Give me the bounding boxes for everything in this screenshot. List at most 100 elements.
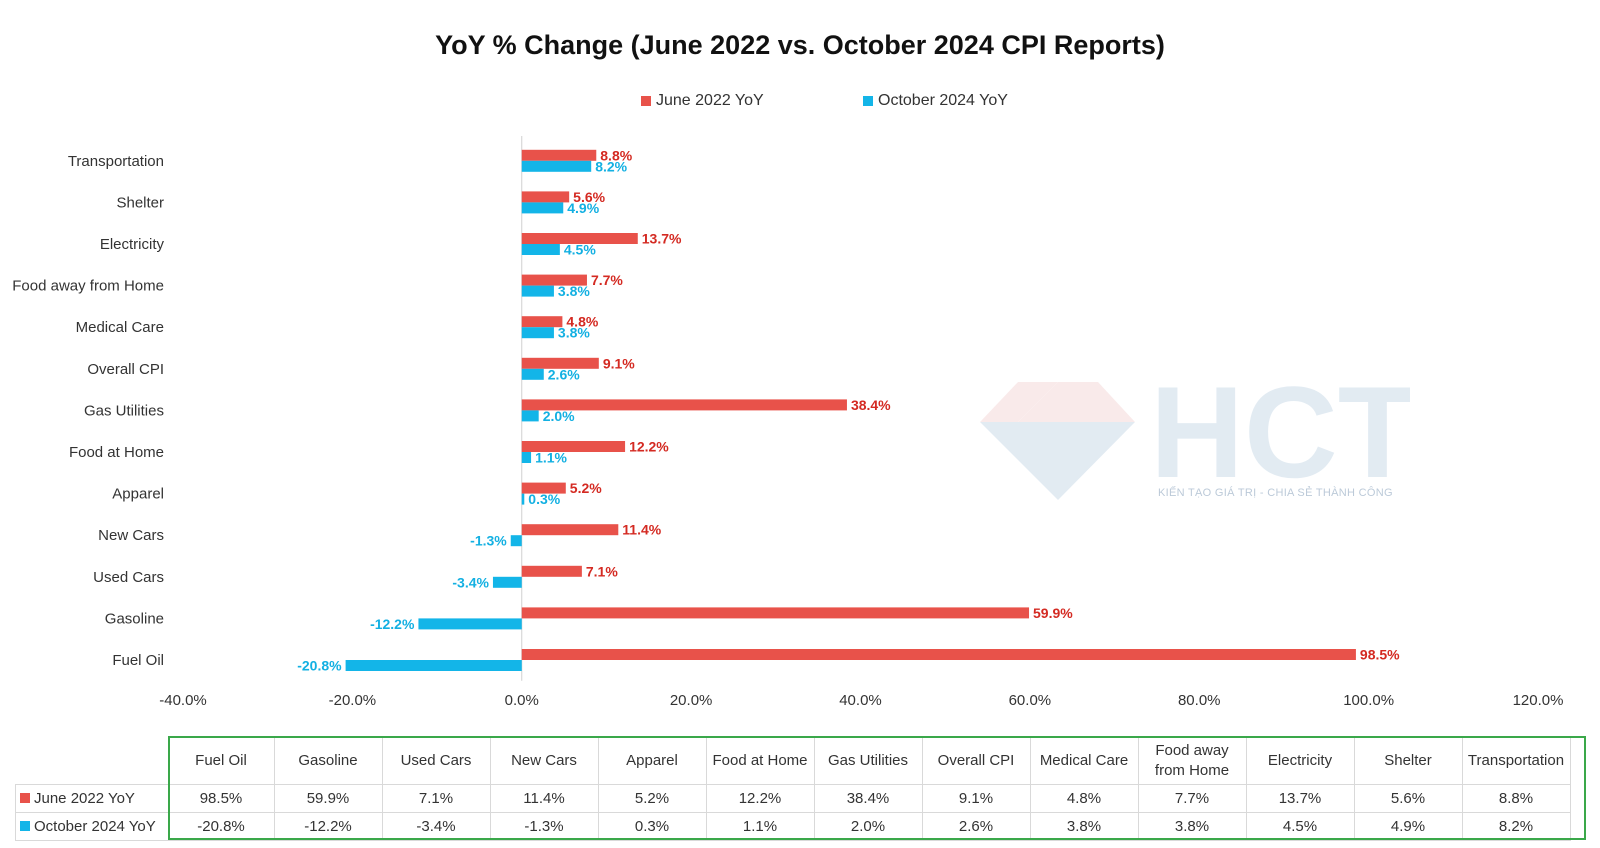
table-cell: 2.0% [813,812,923,841]
table-header-used-cars: Used Cars [381,736,491,785]
hct-watermark-logo: HCT [980,382,1410,505]
table-row-label: October 2024 YoY [15,812,169,841]
data-label-october-2024-food-at-home: 1.1% [535,450,567,466]
table-row-label-text: October 2024 YoY [34,818,156,835]
table-cell: 8.2% [1461,812,1571,841]
table-header-row: Fuel Oil Gasoline Used Cars New Cars Apparel… [15,736,1571,785]
bar-october-2024-new-cars [510,535,522,547]
table-header-electricity: Electricity [1245,736,1355,785]
data-label-october-2024-overall-cpi: 2.6% [548,366,580,382]
bar-june-2022-overall-cpi [521,357,599,369]
data-label-june-2022-food-away-from-home: 7.7% [591,272,623,288]
data-label-june-2022-overall-cpi: 9.1% [603,355,635,371]
bar-june-2022-transportation [521,149,597,161]
bar-october-2024-gasoline [418,618,522,630]
bar-june-2022-gas-utilities [521,399,847,411]
table-row-label-text: June 2022 YoY [34,790,135,807]
x-tick-label: 80.0% [1178,692,1221,709]
category-label-food-away-from-home: Food away from Home [12,278,164,295]
category-label-medical-care: Medical Care [76,319,164,336]
data-label-october-2024-transportation: 8.2% [595,158,627,174]
category-label-electricity: Electricity [100,236,165,253]
table-header-gas-utilities: Gas Utilities [813,736,923,785]
data-label-october-2024-food-away-from-home: 3.8% [558,283,590,299]
legend-swatch-june-2022 [641,96,651,106]
data-label-october-2024-medical-care: 3.8% [558,325,590,341]
table-row: June 2022 YoY 98.5% 59.9% 7.1% 11.4% 5.2% 12.2… [15,784,1571,813]
table-cell: 59.9% [273,784,383,813]
table-cell: 3.8% [1029,812,1139,841]
data-label-october-2024-used-cars: -3.4% [452,574,489,590]
bar-june-2022-gasoline [521,607,1030,619]
category-label-overall-cpi: Overall CPI [87,361,164,378]
data-label-october-2024-fuel-oil: -20.8% [297,658,342,674]
table-corner-cell [15,736,169,785]
table-cell: 5.2% [597,784,707,813]
table-row: October 2024 YoY -20.8% -12.2% -3.4% -1.3% 0.… [15,812,1571,841]
legend-label-june-2022: June 2022 YoY [656,92,764,109]
data-label-june-2022-gasoline: 59.9% [1033,605,1073,621]
data-label-june-2022-electricity: 13.7% [642,231,682,247]
category-label-new-cars: New Cars [98,527,164,544]
bar-october-2024-gas-utilities [521,410,539,422]
bar-october-2024-used-cars [492,576,522,588]
bar-june-2022-medical-care [521,316,563,328]
table-cell: 4.5% [1245,812,1355,841]
data-label-june-2022-new-cars: 11.4% [622,522,661,538]
bar-june-2022-shelter [521,191,570,203]
chart-title: YoY % Change (June 2022 vs. October 2024… [435,30,1165,60]
data-label-october-2024-new-cars: -1.3% [470,533,507,549]
category-label-gas-utilities: Gas Utilities [84,402,164,419]
x-tick-label: 20.0% [670,692,713,709]
legend-item-june-2022[interactable]: June 2022 YoY [641,92,764,110]
table-cell: 5.6% [1353,784,1463,813]
table-header-shelter: Shelter [1353,736,1463,785]
table-header-apparel: Apparel [597,736,707,785]
table-header-overall-cpi: Overall CPI [921,736,1031,785]
category-label-apparel: Apparel [112,486,164,503]
x-tick-label: 0.0% [505,692,539,709]
table-header-transportation: Transportation [1461,736,1571,785]
category-label-food-at-home: Food at Home [69,444,164,461]
table-cell: -12.2% [273,812,383,841]
bar-october-2024-medical-care [521,327,554,339]
legend: June 2022 YoY October 2024 YoY [0,92,1600,114]
x-tick-label: -20.0% [329,692,377,709]
table-header-fuel-oil: Fuel Oil [167,736,275,785]
data-label-october-2024-electricity: 4.5% [564,242,596,258]
table-cell: 8.8% [1461,784,1571,813]
data-label-june-2022-apparel: 5.2% [570,480,602,496]
x-tick-label: 60.0% [1009,692,1052,709]
table-cell: 1.1% [705,812,815,841]
bar-june-2022-food-at-home [521,441,626,452]
table-header-food-at-home: Food at Home [705,736,815,785]
table-row-swatch [20,793,30,803]
table-cell: -1.3% [489,812,599,841]
table-cell: 98.5% [167,784,275,813]
data-label-october-2024-gasoline: -12.2% [370,616,415,632]
table-cell: 7.7% [1137,784,1247,813]
category-label-fuel-oil: Fuel Oil [112,652,164,669]
table-cell: 13.7% [1245,784,1355,813]
watermark-brand-text: HCT [1150,382,1410,505]
watermark-tagline: KIẾN TẠO GIÁ TRỊ - CHIA SẺ THÀNH CÔNG [1158,487,1393,499]
bar-june-2022-used-cars [521,565,582,577]
table-row-label: June 2022 YoY [15,784,169,813]
bar-october-2024-food-at-home [521,452,532,463]
table-cell: 38.4% [813,784,923,813]
bar-october-2024-overall-cpi [521,368,544,380]
bar-october-2024-transportation [521,160,592,172]
legend-item-october-2024[interactable]: October 2024 YoY [863,92,1008,110]
data-label-june-2022-fuel-oil: 98.5% [1360,647,1400,663]
table-cell: 0.3% [597,812,707,841]
table-cell: 2.6% [921,812,1031,841]
x-tick-label: 100.0% [1343,692,1394,709]
data-label-june-2022-used-cars: 7.1% [586,563,618,579]
legend-swatch-october-2024 [863,96,873,106]
table-header-food-away-from-home: Food away from Home [1137,736,1247,785]
data-label-june-2022-shelter: 5.6% [573,189,605,205]
data-label-october-2024-shelter: 4.9% [567,200,599,216]
table-cell: -3.4% [381,812,491,841]
table-cell: 11.4% [489,784,599,813]
data-label-june-2022-transportation: 8.8% [600,147,632,163]
